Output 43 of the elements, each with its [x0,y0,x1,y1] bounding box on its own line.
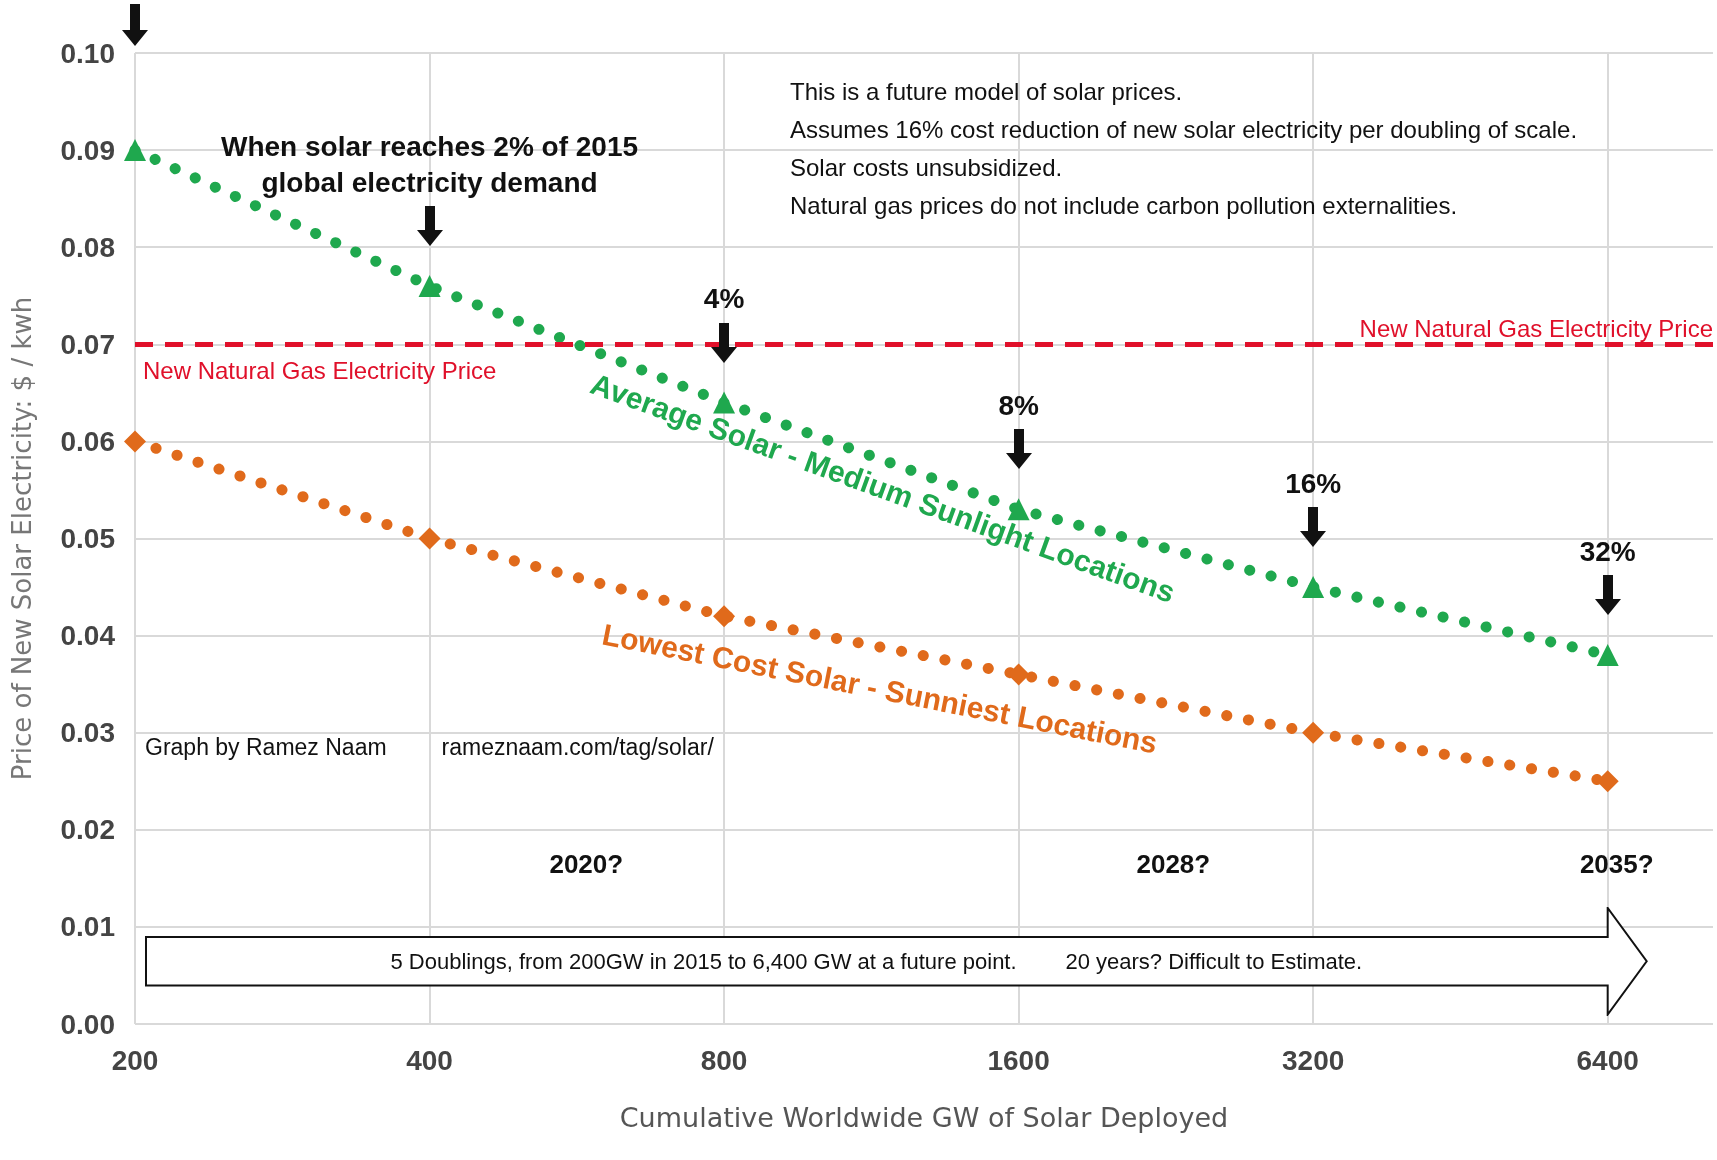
point [1596,770,1619,793]
point [418,275,441,298]
point [124,139,146,162]
annotation: 8% [998,389,1039,421]
y-tick-label: 0.05 [60,523,115,554]
point [1302,721,1325,744]
x-tick-label: 200 [111,1044,159,1076]
annotation: 2035? [1579,848,1654,879]
annotation: rameznaam.com/tag/solar/ [441,733,715,760]
point [418,527,441,550]
annotation: 32% [1579,535,1636,567]
x-tick-label: 6400 [1576,1044,1639,1076]
y-tick-label: 0.00 [60,1008,115,1040]
y-tick-label: 0.09 [60,134,115,166]
annotation: 2020? [549,848,624,879]
point [124,430,146,453]
y-tick-label: 0.06 [60,425,115,457]
x-tick-label: 400 [406,1044,453,1076]
y-tick-label: 0.08 [60,231,115,263]
annotation: Graph by Ramez Naam [145,733,387,760]
point [713,605,736,628]
annotation: 5 Doublings, from 200GW in 2015 to 6,400 GW at a future point. 20 years? Difficult to Estimate. [389,947,1364,976]
y-tick-label: 0.04 [60,620,116,652]
annotation: When solar reaches 2% of 2015 global electricity demand [221,130,639,198]
annotation: 4% [703,283,745,315]
annotation: 2028? [1136,848,1211,879]
x-tick-label: 800 [700,1044,748,1076]
point [1596,644,1619,667]
x-axis-title: Cumulative Worldwide GW of Solar Deployed [619,1102,1229,1133]
y-axis-title: Price of New Solar Electricity: $ / kwh [7,296,37,781]
y-tick-label: 0.07 [60,328,115,360]
x-tick-label: 1600 [987,1044,1050,1076]
y-tick-label: 0.10 [60,37,115,69]
ref-line-label: New Natural Gas Electricity Price [1359,314,1713,342]
y-tick-label: 0.03 [60,717,115,749]
point [1302,576,1325,599]
annotation: 16% [1285,467,1342,499]
point [713,391,736,414]
annotation: This is a future model of solar prices. Assumes 16% cost reduction of new solar electricity per doubling of scale. Solar costs unsubsidized. Natural gas prices do not include carbon pollution externalities. [790,77,1578,219]
y-tick-label: 0.01 [60,911,115,943]
x-tick-label: 3200 [1282,1044,1345,1076]
annotation: New Natural Gas Electricity Price [143,356,497,384]
y-tick-label: 0.02 [60,814,115,846]
